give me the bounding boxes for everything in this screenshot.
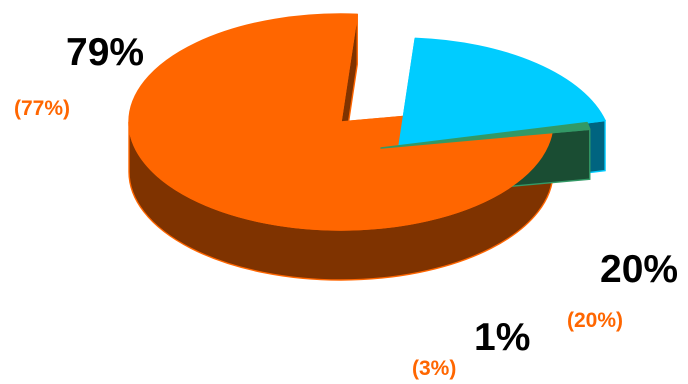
slice-green (380, 121, 591, 149)
pie-tops (128, 13, 606, 231)
slice-cyan (398, 37, 606, 147)
slice-secondary-label-green: (3%) (412, 357, 457, 380)
slice-label-orange: 79% (66, 31, 145, 74)
slice-label-cyan: 20% (600, 248, 679, 291)
slice-secondary-label-orange: (77%) (14, 97, 71, 120)
slice-orange (128, 13, 554, 231)
slice-secondary-label-cyan: (20%) (567, 309, 624, 332)
slice-label-green: 1% (474, 316, 531, 359)
